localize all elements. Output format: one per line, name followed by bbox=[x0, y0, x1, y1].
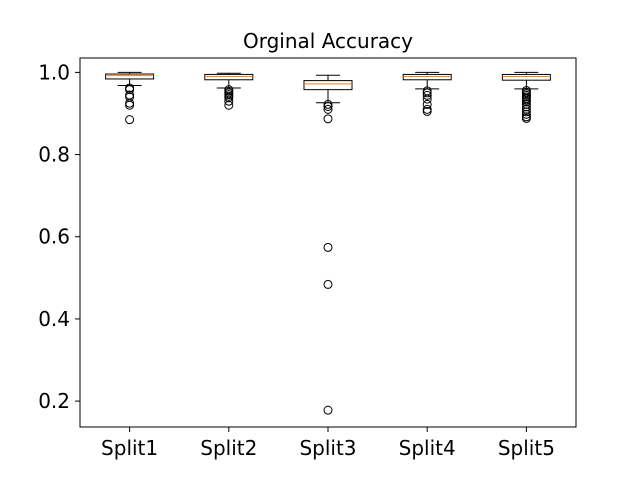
y-tick-label: 1.0 bbox=[38, 60, 70, 84]
x-tick-label: Split3 bbox=[299, 436, 356, 460]
boxes-layer bbox=[105, 71, 551, 415]
outlier-point bbox=[521, 99, 531, 109]
outlier-point bbox=[224, 93, 234, 103]
box-split2 bbox=[204, 72, 254, 110]
box-split4 bbox=[402, 71, 452, 116]
x-axis: Split1 Split2 Split3 Split4 Split5 bbox=[101, 427, 555, 460]
outlier-point bbox=[521, 113, 531, 123]
outlier-point bbox=[125, 98, 135, 108]
outlier-point bbox=[125, 85, 135, 95]
outlier-point bbox=[224, 96, 234, 106]
outlier-point bbox=[125, 100, 135, 110]
outlier-point bbox=[521, 102, 531, 112]
outlier-point bbox=[521, 97, 531, 107]
chart-title: Orginal Accuracy bbox=[243, 29, 413, 53]
y-axis: 0.2 0.4 0.6 0.8 1.0 bbox=[38, 60, 80, 413]
x-tick-label: Split5 bbox=[498, 436, 555, 460]
outlier-point bbox=[125, 115, 135, 125]
outlier-point bbox=[521, 104, 531, 114]
outlier-point bbox=[422, 106, 432, 116]
y-tick-label: 0.8 bbox=[38, 143, 70, 167]
outlier-point bbox=[323, 242, 333, 252]
box-split5 bbox=[501, 71, 551, 123]
x-tick-label: Split1 bbox=[101, 436, 158, 460]
iqr-box bbox=[402, 73, 452, 81]
outlier-point bbox=[323, 279, 333, 289]
outlier-point bbox=[521, 109, 531, 119]
x-tick-label: Split4 bbox=[399, 436, 456, 460]
iqr-box bbox=[105, 73, 155, 80]
outlier-point bbox=[422, 90, 432, 100]
outlier-point bbox=[422, 94, 432, 104]
x-tick-label: Split2 bbox=[200, 436, 257, 460]
outlier-point bbox=[521, 107, 531, 117]
outlier-point bbox=[422, 88, 432, 98]
y-tick-label: 0.4 bbox=[38, 307, 70, 331]
outlier-point bbox=[323, 101, 333, 111]
y-tick-label: 0.2 bbox=[38, 389, 70, 413]
outlier-point bbox=[224, 100, 234, 110]
box-split3 bbox=[303, 74, 353, 415]
iqr-box bbox=[204, 73, 254, 81]
outlier-point bbox=[422, 99, 432, 109]
outlier-point bbox=[323, 104, 333, 114]
y-tick-label: 0.6 bbox=[38, 225, 70, 249]
outlier-point bbox=[323, 405, 333, 415]
outlier-point bbox=[422, 104, 432, 114]
outlier-point bbox=[323, 114, 333, 124]
iqr-box bbox=[501, 73, 551, 81]
iqr-box bbox=[303, 80, 353, 91]
box-split1 bbox=[105, 71, 155, 125]
